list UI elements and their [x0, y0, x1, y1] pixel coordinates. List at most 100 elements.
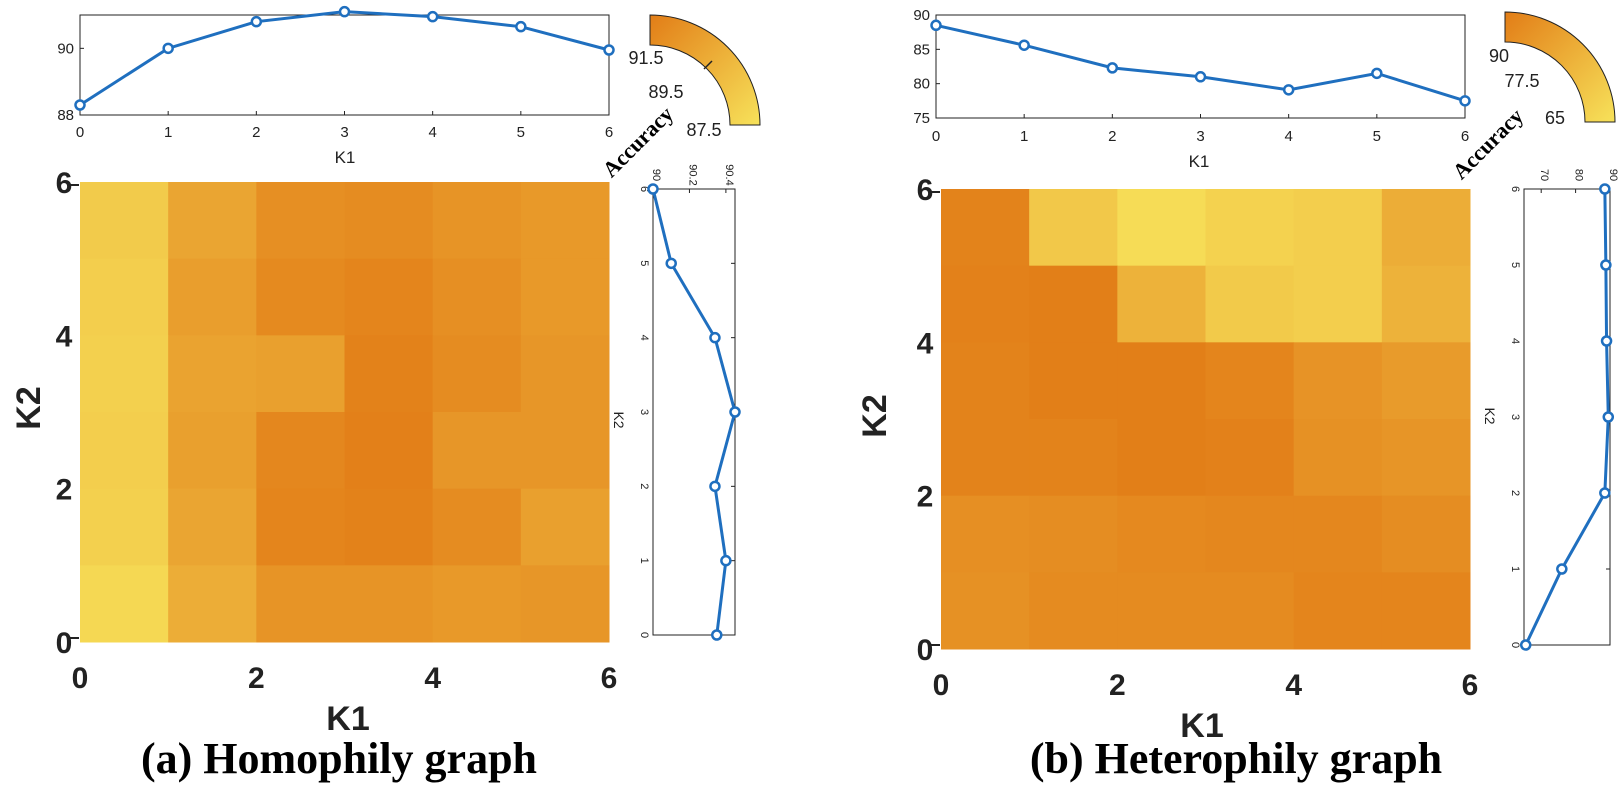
- heatmap-cell: [256, 258, 345, 336]
- side-atick: 80: [1573, 169, 1585, 181]
- heatmap-cell: [256, 335, 345, 413]
- side-ktick: 5: [1509, 262, 1521, 268]
- heatmap-ytick: 2: [917, 481, 934, 514]
- heatmap-cell: [1293, 572, 1383, 650]
- side-line-point: [729, 406, 741, 418]
- heatmap-cell: [168, 488, 257, 566]
- heatmap-cell: [168, 258, 257, 336]
- side-ktick: 1: [638, 558, 650, 564]
- heatmap-cell: [1293, 419, 1383, 497]
- heatmap-cell: [1205, 419, 1295, 497]
- top-line-series: [935, 23, 1466, 103]
- top-xtick: 1: [1020, 128, 1028, 145]
- side-line-point: [665, 257, 677, 270]
- heatmap-cell: [432, 182, 522, 260]
- side-line-chart: 0 1 2 3 4 5 690 90.2 90.4 K2: [611, 164, 741, 641]
- heatmap-ytick: 0: [56, 627, 73, 660]
- heatmap-cell: [1381, 189, 1471, 267]
- colorbar-tick: 91.5: [628, 48, 663, 68]
- heatmap-cell: [1205, 265, 1295, 343]
- top-xtick: 5: [517, 124, 525, 141]
- side-line-point: [1556, 563, 1568, 575]
- heatmap-cell: [168, 335, 257, 413]
- heatmap-cell: [1205, 572, 1295, 650]
- heatmap-cell: [344, 182, 434, 260]
- heatmap-cell: [344, 412, 434, 490]
- top-xtick: 5: [1373, 128, 1381, 145]
- caption-b: (b) Heterophily graph: [1030, 734, 1442, 783]
- heatmap-cell: [1029, 419, 1118, 497]
- heatmap-cell: [344, 258, 434, 336]
- top-line-series: [79, 10, 610, 107]
- side-ktick: 6: [1509, 186, 1521, 192]
- heatmap-xtick: 2: [1109, 669, 1126, 702]
- top-xtick: 4: [428, 124, 436, 141]
- top-ytick: 90: [913, 7, 930, 24]
- side-ktick: 0: [1509, 642, 1521, 648]
- heatmap-ytick: 4: [917, 327, 934, 360]
- panel-b: 0 2 4 6 0 2 4 6 K1 K2 0 1 2 3 4 5 6 75 80 85 90 K1 0 1 2 3 4…: [856, 7, 1619, 783]
- heatmap-cell: [1205, 495, 1295, 573]
- heatmap-cell: [432, 335, 522, 413]
- heatmap-cell: [1293, 495, 1383, 573]
- heatmap-cell: [1381, 572, 1471, 650]
- heatmap-cell: [1117, 189, 1206, 267]
- heatmap-cell: [432, 565, 522, 643]
- top-line-point: [1106, 62, 1119, 74]
- top-ytick: 75: [913, 110, 930, 127]
- heatmap-cell: [520, 335, 610, 413]
- heatmap-cell: [1117, 265, 1206, 343]
- heatmap-cell: [941, 572, 1030, 650]
- heatmap-cell: [1029, 342, 1118, 420]
- heatmap-cell: [1381, 419, 1471, 497]
- heatmap-cell: [941, 419, 1030, 497]
- heatmap-cell: [1029, 572, 1118, 650]
- heatmap-cell: [1029, 495, 1118, 573]
- top-xtick: 1: [164, 124, 172, 141]
- side-line-point: [1600, 335, 1613, 347]
- heatmap-cell: [1117, 342, 1206, 420]
- heatmap-xtick: 0: [933, 669, 950, 702]
- colorbar-label: Accuracy: [1447, 103, 1528, 184]
- heatmap-xtick: 6: [1462, 669, 1479, 702]
- heatmap-cell: [941, 342, 1030, 420]
- caption-a: (a) Homophily graph: [141, 734, 537, 783]
- top-line-xlabel: K1: [335, 148, 356, 167]
- heatmap-cell: [80, 335, 169, 413]
- side-atick: 70: [1538, 169, 1550, 181]
- colorbar-tick: 89.5: [648, 82, 683, 102]
- heatmap-cell: [1117, 495, 1206, 573]
- side-atick: 90: [1607, 169, 1619, 181]
- heatmap-cell: [1117, 572, 1206, 650]
- homophily-heatmap: [80, 182, 610, 643]
- top-xtick: 2: [1108, 128, 1116, 145]
- heatmap-cell: [1029, 265, 1118, 343]
- top-line-chart: 0 1 2 3 4 5 6 75 80 85 90 K1: [913, 7, 1471, 171]
- top-line-chart: 0 1 2 3 4 5 6 88 90 K1: [57, 5, 615, 167]
- side-ktick: 2: [1509, 490, 1521, 496]
- side-line-point: [1519, 639, 1532, 651]
- side-atick: 90.2: [686, 164, 698, 185]
- heatmap-cell: [432, 488, 522, 566]
- top-line-point: [162, 42, 174, 55]
- heatmap-cell: [1293, 342, 1383, 420]
- heatmap-cell: [1381, 495, 1471, 573]
- heatmap-cell: [256, 488, 345, 566]
- heatmap-cell: [941, 495, 1030, 573]
- heatmap-cell: [80, 488, 169, 566]
- side-line-ylabel: K2: [611, 411, 627, 428]
- heatmap-ytick: 2: [56, 474, 73, 507]
- top-line-point: [1282, 84, 1295, 96]
- colorbar-tick: 90: [1489, 46, 1509, 66]
- side-line-point: [1600, 259, 1612, 271]
- top-ytick: 88: [57, 107, 74, 124]
- heatmap-cell: [344, 335, 434, 413]
- colorbar-tick: 87.5: [686, 120, 721, 140]
- top-xtick: 4: [1284, 128, 1292, 145]
- top-xtick: 0: [76, 124, 84, 141]
- heatmap-cell: [432, 258, 522, 336]
- side-line-point: [709, 331, 721, 344]
- top-xtick: 6: [1461, 128, 1469, 145]
- heatmap-cell: [256, 182, 345, 260]
- top-ytick: 90: [57, 40, 74, 57]
